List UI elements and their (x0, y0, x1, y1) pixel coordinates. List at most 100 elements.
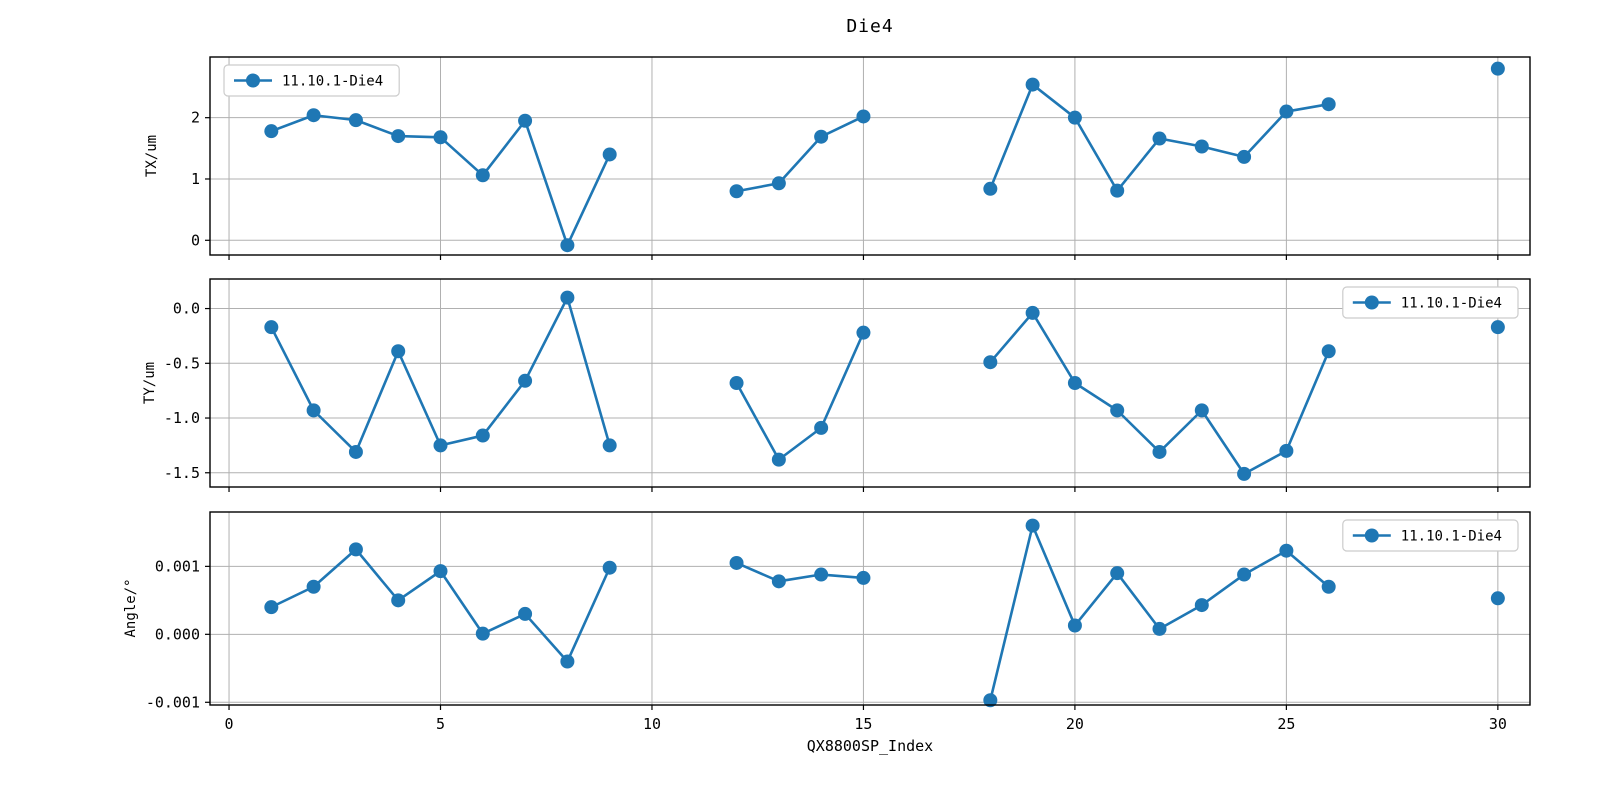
data-point (1152, 131, 1167, 146)
x-tick-label: 5 (436, 715, 445, 733)
data-point (306, 579, 321, 594)
data-point (729, 555, 744, 570)
legend-marker-icon (246, 73, 260, 88)
data-point (602, 147, 617, 162)
data-point (560, 290, 575, 305)
data-point (348, 444, 363, 459)
data-point (306, 403, 321, 418)
data-point (1110, 183, 1125, 198)
data-point (1152, 444, 1167, 459)
x-tick-label: 0 (225, 715, 234, 733)
legend-label: 11.10.1-Die4 (282, 74, 383, 90)
legend-marker-icon (1364, 295, 1379, 310)
data-point (433, 564, 448, 579)
data-point (1025, 305, 1040, 320)
y-tick-label: 0.000 (155, 625, 200, 643)
data-point (264, 124, 279, 139)
data-point (1194, 598, 1209, 613)
data-point (1152, 621, 1167, 636)
x-tick-label: 15 (854, 715, 872, 733)
data-point (518, 606, 533, 621)
data-line (989, 524, 1330, 701)
data-point (856, 325, 871, 340)
data-point (391, 344, 406, 359)
axes-spines (209, 278, 1531, 488)
legend-box (1342, 286, 1519, 319)
legend: 11.10.1-Die4 (223, 64, 400, 97)
data-point (391, 129, 406, 144)
y-tick-label: -1.0 (164, 409, 200, 427)
y-tick-label: 0.001 (155, 557, 200, 575)
data-point (602, 438, 617, 453)
x-tick-label: 10 (643, 715, 661, 733)
data-line (736, 115, 865, 193)
data-point (729, 184, 744, 199)
y-tick-label: -1.5 (164, 464, 200, 482)
data-point (1110, 566, 1125, 581)
data-point (1194, 139, 1209, 154)
y-tick-label: 0 (191, 231, 200, 249)
data-point (1110, 403, 1125, 418)
data-point (983, 355, 998, 370)
y-axis-label-angle: Angle/° (123, 578, 139, 638)
data-point (560, 654, 575, 669)
data-point (560, 238, 575, 253)
y-tick-label: -0.5 (164, 354, 200, 372)
x-tick-label: 25 (1277, 715, 1295, 733)
axes-spines (209, 56, 1531, 256)
legend-box (1342, 519, 1519, 552)
data-line (735, 332, 865, 461)
data-point (1490, 61, 1505, 76)
data-point (1490, 591, 1505, 606)
axes-spines (209, 511, 1531, 706)
data-point (771, 176, 786, 191)
data-point (771, 452, 786, 467)
y-tick-label: -0.001 (146, 693, 200, 711)
data-point (1025, 518, 1040, 533)
data-point (1321, 97, 1336, 112)
data-point (1067, 618, 1082, 633)
y-axis-label-tx: TX/um (144, 134, 160, 178)
data-point (1237, 567, 1252, 582)
data-point (1194, 403, 1209, 418)
x-tick-label: 30 (1489, 715, 1507, 733)
data-point (518, 373, 533, 388)
data-point (814, 420, 829, 435)
data-point (348, 113, 363, 128)
data-point (1321, 579, 1336, 594)
data-point (814, 567, 829, 582)
data-point (1279, 443, 1294, 458)
legend-box (223, 64, 400, 97)
y-tick-label: 1 (191, 170, 200, 188)
data-point (856, 109, 871, 124)
data-point (1321, 344, 1336, 359)
data-point (475, 626, 490, 641)
data-point (475, 428, 490, 443)
y-tick-label: 0.0 (173, 300, 200, 318)
data-point (729, 376, 744, 390)
data-point (264, 320, 279, 335)
data-point (348, 542, 363, 557)
data-point (264, 600, 279, 615)
y-axis-label-ty: TY/um (142, 361, 158, 405)
data-point (391, 593, 406, 608)
data-point (983, 181, 998, 196)
legend-label: 11.10.1-Die4 (1401, 529, 1502, 545)
data-point (475, 168, 490, 183)
legend-marker-icon (1364, 528, 1379, 543)
data-point (433, 438, 448, 453)
y-tick-label: 2 (191, 109, 200, 127)
data-point (602, 560, 617, 575)
subplot-ty: 0.0 -0.5 -1.0 -1.5 11.10.1-Die4 (164, 278, 1531, 492)
data-line (736, 561, 864, 583)
data-point (1490, 320, 1505, 335)
data-point (814, 129, 829, 144)
data-point (1279, 543, 1294, 558)
x-tick-label: 20 (1066, 715, 1084, 733)
subplot-tx: 0 1 2 11.10.1-Die4 (191, 56, 1531, 260)
chart-title: Die4 (846, 16, 894, 37)
data-point (1237, 466, 1252, 481)
data-point (771, 574, 786, 589)
